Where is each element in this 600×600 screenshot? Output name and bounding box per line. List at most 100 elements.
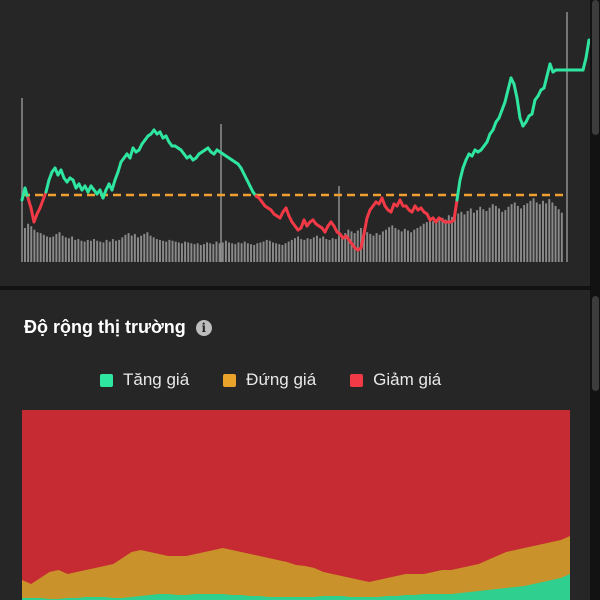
volume-bar xyxy=(416,228,419,262)
volume-bar xyxy=(259,242,262,262)
volume-bar xyxy=(507,206,510,262)
volume-bar xyxy=(441,217,444,262)
volume-bar xyxy=(202,244,205,262)
volume-bar xyxy=(218,243,221,262)
volume-bar xyxy=(551,202,554,262)
volume-bar xyxy=(221,242,224,262)
volume-bar xyxy=(425,222,428,262)
volume-bar xyxy=(196,243,199,262)
volume-bar xyxy=(469,208,472,262)
volume-bar xyxy=(272,242,274,262)
volume-bar xyxy=(460,211,463,262)
price-segment xyxy=(26,196,33,210)
legend-swatch-down xyxy=(350,373,364,387)
volume-bar xyxy=(27,223,30,262)
volume-bar xyxy=(250,244,252,262)
volume-bar xyxy=(130,235,133,262)
breadth-header: Độ rộng thị trường i xyxy=(24,317,212,338)
volume-bar xyxy=(344,233,347,262)
volume-bar xyxy=(33,229,36,262)
scroll-thumb-bottom[interactable] xyxy=(592,296,599,391)
volume-bar xyxy=(284,243,287,262)
volume-bar xyxy=(526,203,529,262)
legend-swatch-flat xyxy=(223,373,237,387)
price-segment xyxy=(515,96,522,120)
scrollbar[interactable] xyxy=(590,0,600,600)
volume-bar xyxy=(152,237,155,262)
legend-label-down: Giảm giá xyxy=(373,370,442,389)
volume-bar xyxy=(209,243,212,262)
volume-bar xyxy=(30,226,33,262)
price-chart[interactable] xyxy=(0,0,590,286)
volume-bar xyxy=(297,236,300,262)
volume-bar xyxy=(86,239,89,262)
volume-bar xyxy=(36,232,39,262)
volume-bar xyxy=(510,204,513,262)
volume-bar xyxy=(413,229,416,262)
volume-bar xyxy=(177,242,180,262)
volume-bar xyxy=(115,240,117,262)
volume-bar xyxy=(55,233,58,262)
volume-bar xyxy=(545,203,548,262)
legend-item-down[interactable]: Giảm giá xyxy=(350,370,441,390)
volume-bar xyxy=(312,237,315,262)
volume-bar xyxy=(124,234,127,262)
volume-bar xyxy=(155,239,158,262)
volume-bar xyxy=(137,237,139,262)
volume-bar xyxy=(67,238,70,262)
volume-bar xyxy=(102,242,105,262)
volume-bar xyxy=(322,236,325,262)
volume-bar xyxy=(366,232,369,262)
volume-bar xyxy=(199,245,202,262)
volume-bar xyxy=(319,238,322,262)
volume-bar xyxy=(447,215,450,262)
volume-bar xyxy=(407,230,409,262)
volume-bar xyxy=(93,239,96,262)
volume-bar xyxy=(240,243,243,262)
volume-bar xyxy=(375,233,378,262)
volume-bar xyxy=(39,233,42,262)
volume-bar xyxy=(331,238,334,262)
volume-bar xyxy=(520,208,522,262)
volume-bar xyxy=(262,241,265,262)
volume-bar xyxy=(237,242,240,262)
volume-bar xyxy=(61,235,64,262)
volume-bar xyxy=(187,242,190,262)
volume-bar xyxy=(111,239,114,262)
volume-bar xyxy=(71,236,74,262)
volume-bar xyxy=(341,235,344,262)
volume-bar xyxy=(52,236,55,262)
volume-bar xyxy=(133,233,136,262)
volume-bar xyxy=(422,223,425,262)
legend-item-up[interactable]: Tăng giá xyxy=(100,370,189,390)
volume-bar xyxy=(96,240,99,262)
legend-item-flat[interactable]: Đứng giá xyxy=(223,370,316,390)
volume-bar xyxy=(303,239,306,262)
volume-bar xyxy=(529,200,532,262)
volume-bar xyxy=(118,239,121,262)
volume-bar xyxy=(557,209,560,262)
volume-bar xyxy=(127,233,130,262)
price-chart-card xyxy=(0,0,590,286)
volume-bar xyxy=(454,218,457,262)
volume-bar xyxy=(466,211,469,262)
volume-bar xyxy=(64,237,67,262)
volume-bar xyxy=(143,233,146,262)
scroll-thumb-top[interactable] xyxy=(592,0,599,135)
price-line xyxy=(20,38,590,252)
volume-bar xyxy=(372,235,375,262)
volume-bar xyxy=(171,240,174,262)
volume-bar xyxy=(378,234,381,262)
volume-bar xyxy=(554,205,557,262)
volume-bar xyxy=(369,233,372,262)
volume-bar xyxy=(491,204,494,262)
volume-bar xyxy=(42,234,45,262)
volume-bar xyxy=(108,241,111,262)
volume-bar xyxy=(403,228,406,262)
volume-bar xyxy=(224,240,227,262)
volume-bar xyxy=(146,232,149,262)
volume-bar xyxy=(325,239,328,262)
info-icon[interactable]: i xyxy=(195,319,212,336)
volume-bar xyxy=(410,232,413,262)
